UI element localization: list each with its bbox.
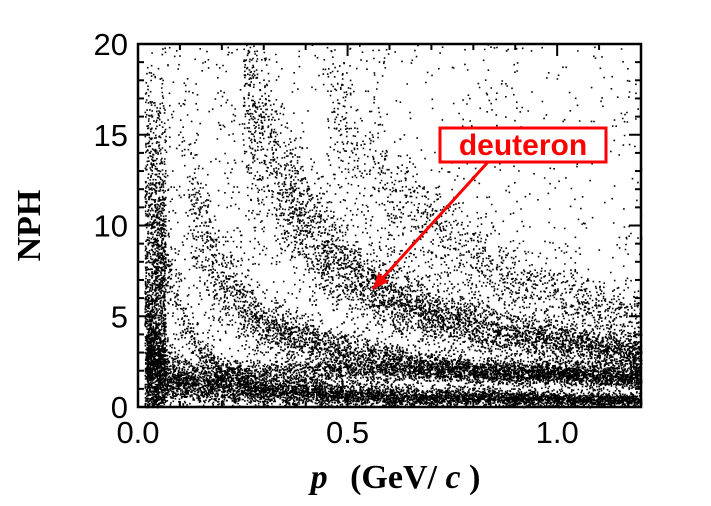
deuteron-annotation: deuteron xyxy=(371,126,608,291)
scatter-points xyxy=(144,44,643,409)
y-tick-label: 5 xyxy=(111,299,128,334)
tick-labels: 0.0 0.5 1.0 0 5 10 15 20 xyxy=(94,27,579,450)
annotation-arrowhead xyxy=(372,272,389,290)
y-tick-label: 20 xyxy=(94,27,128,62)
x-axis-unit-var: c xyxy=(445,459,460,496)
x-axis-var: p xyxy=(308,459,328,496)
y-tick-label: 0 xyxy=(111,390,128,425)
x-tick-label: 0.0 xyxy=(116,415,159,450)
x-tick-label: 1.0 xyxy=(536,415,579,450)
scatter-marks xyxy=(144,44,643,409)
annotation-label: deuteron xyxy=(459,129,587,162)
y-tick-label: 10 xyxy=(94,209,128,244)
x-axis-unit-close: ) xyxy=(469,459,480,496)
x-tick-label: 0.5 xyxy=(326,415,369,450)
annotation-arrow xyxy=(371,160,490,291)
annotation-box xyxy=(438,126,608,164)
x-axis-unit-open: (GeV/ xyxy=(350,459,437,496)
y-tick-label: 15 xyxy=(94,118,128,153)
y-axis-label: NPH xyxy=(11,190,48,262)
axis-ticks xyxy=(137,43,642,408)
x-axis-label: p (GeV/ c ) xyxy=(308,459,481,496)
